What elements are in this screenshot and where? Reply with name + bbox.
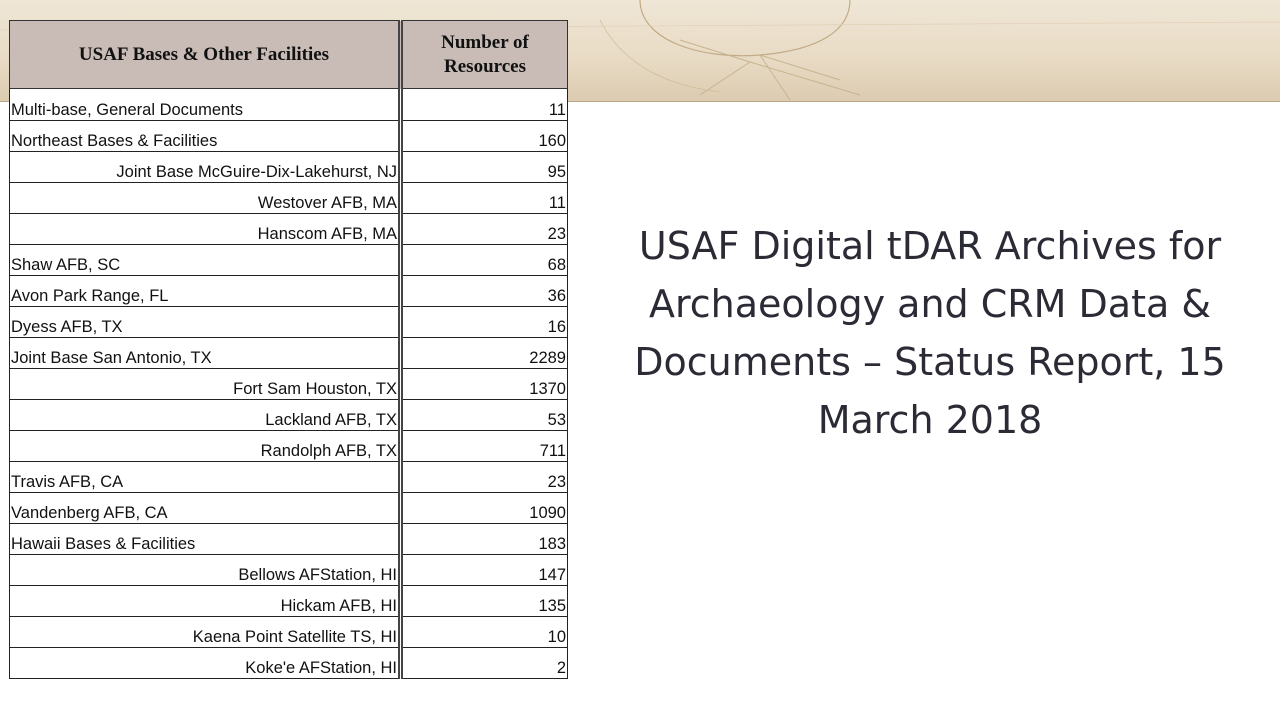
- facility-name-cell: Randolph AFB, TX: [9, 430, 401, 462]
- resource-count-cell: 16: [398, 306, 568, 338]
- facility-name-cell: Joint Base McGuire-Dix-Lakehurst, NJ: [9, 151, 401, 183]
- facility-name-cell: Kaena Point Satellite TS, HI: [9, 616, 401, 648]
- resource-count-cell: 147: [398, 554, 568, 586]
- table-row: Dyess AFB, TX 16: [9, 306, 568, 338]
- table-row: Joint Base San Antonio, TX 2289: [9, 337, 568, 369]
- table-header-row: USAF Bases & Other Facilities Number of …: [9, 20, 568, 89]
- resource-count-cell: 11: [398, 182, 568, 214]
- facility-name-cell: Avon Park Range, FL: [9, 275, 401, 307]
- facility-name-cell: Hawaii Bases & Facilities: [9, 523, 401, 555]
- facility-name-cell: Westover AFB, MA: [9, 182, 401, 214]
- table-row: Joint Base McGuire-Dix-Lakehurst, NJ 95: [9, 151, 568, 183]
- facility-name-cell: Bellows AFStation, HI: [9, 554, 401, 586]
- resource-count-cell: 160: [398, 120, 568, 152]
- resource-count-cell: 11: [398, 88, 568, 121]
- facility-name-cell: Vandenberg AFB, CA: [9, 492, 401, 524]
- table-row: Hanscom AFB, MA 23: [9, 213, 568, 245]
- resource-count-cell: 10: [398, 616, 568, 648]
- table-row: Northeast Bases & Facilities 160: [9, 120, 568, 152]
- resource-count-cell: 68: [398, 244, 568, 276]
- facility-name-cell: Fort Sam Houston, TX: [9, 368, 401, 400]
- resource-count-cell: 36: [398, 275, 568, 307]
- table-row: Avon Park Range, FL 36: [9, 275, 568, 307]
- resource-count-cell: 2: [398, 647, 568, 679]
- facility-name-cell: Travis AFB, CA: [9, 461, 401, 493]
- resources-table: USAF Bases & Other Facilities Number of …: [9, 20, 568, 679]
- facility-name-cell: Koke'e AFStation, HI: [9, 647, 401, 679]
- resource-count-cell: 95: [398, 151, 568, 183]
- resource-count-cell: 23: [398, 213, 568, 245]
- table-row: Bellows AFStation, HI 147: [9, 554, 568, 586]
- facility-name-cell: Hanscom AFB, MA: [9, 213, 401, 245]
- facility-name-cell: Multi-base, General Documents: [9, 88, 401, 121]
- table-row: Travis AFB, CA 23: [9, 461, 568, 493]
- resource-count-cell: 135: [398, 585, 568, 617]
- facility-name-cell: Northeast Bases & Facilities: [9, 120, 401, 152]
- facility-name-cell: Hickam AFB, HI: [9, 585, 401, 617]
- table-row: Lackland AFB, TX 53: [9, 399, 568, 431]
- resource-count-cell: 183: [398, 523, 568, 555]
- facility-name-cell: Lackland AFB, TX: [9, 399, 401, 431]
- resources-table-container: USAF Bases & Other Facilities Number of …: [9, 20, 568, 679]
- table-row: Koke'e AFStation, HI 2: [9, 647, 568, 679]
- facility-name-cell: Dyess AFB, TX: [9, 306, 401, 338]
- resource-count-cell: 1370: [398, 368, 568, 400]
- table-row: Westover AFB, MA 11: [9, 182, 568, 214]
- column-header-facilities: USAF Bases & Other Facilities: [9, 20, 401, 89]
- table-row: Kaena Point Satellite TS, HI 10: [9, 616, 568, 648]
- table-row: Hawaii Bases & Facilities 183: [9, 523, 568, 555]
- resource-count-cell: 1090: [398, 492, 568, 524]
- slide-title: USAF Digital tDAR Archives for Archaeolo…: [634, 224, 1226, 442]
- facility-name-cell: Shaw AFB, SC: [9, 244, 401, 276]
- table-row: Vandenberg AFB, CA 1090: [9, 492, 568, 524]
- resource-count-cell: 23: [398, 461, 568, 493]
- table-row: Randolph AFB, TX 711: [9, 430, 568, 462]
- column-header-count: Number of Resources: [398, 20, 568, 89]
- table-row: Fort Sam Houston, TX 1370: [9, 368, 568, 400]
- resource-count-cell: 2289: [398, 337, 568, 369]
- table-row: Multi-base, General Documents 11: [9, 88, 568, 121]
- resource-count-cell: 711: [398, 430, 568, 462]
- table-body: Multi-base, General Documents 11 Northeast…: [9, 88, 568, 679]
- facility-name-cell: Joint Base San Antonio, TX: [9, 337, 401, 369]
- resource-count-cell: 53: [398, 399, 568, 431]
- table-row: Hickam AFB, HI 135: [9, 585, 568, 617]
- table-row: Shaw AFB, SC 68: [9, 244, 568, 276]
